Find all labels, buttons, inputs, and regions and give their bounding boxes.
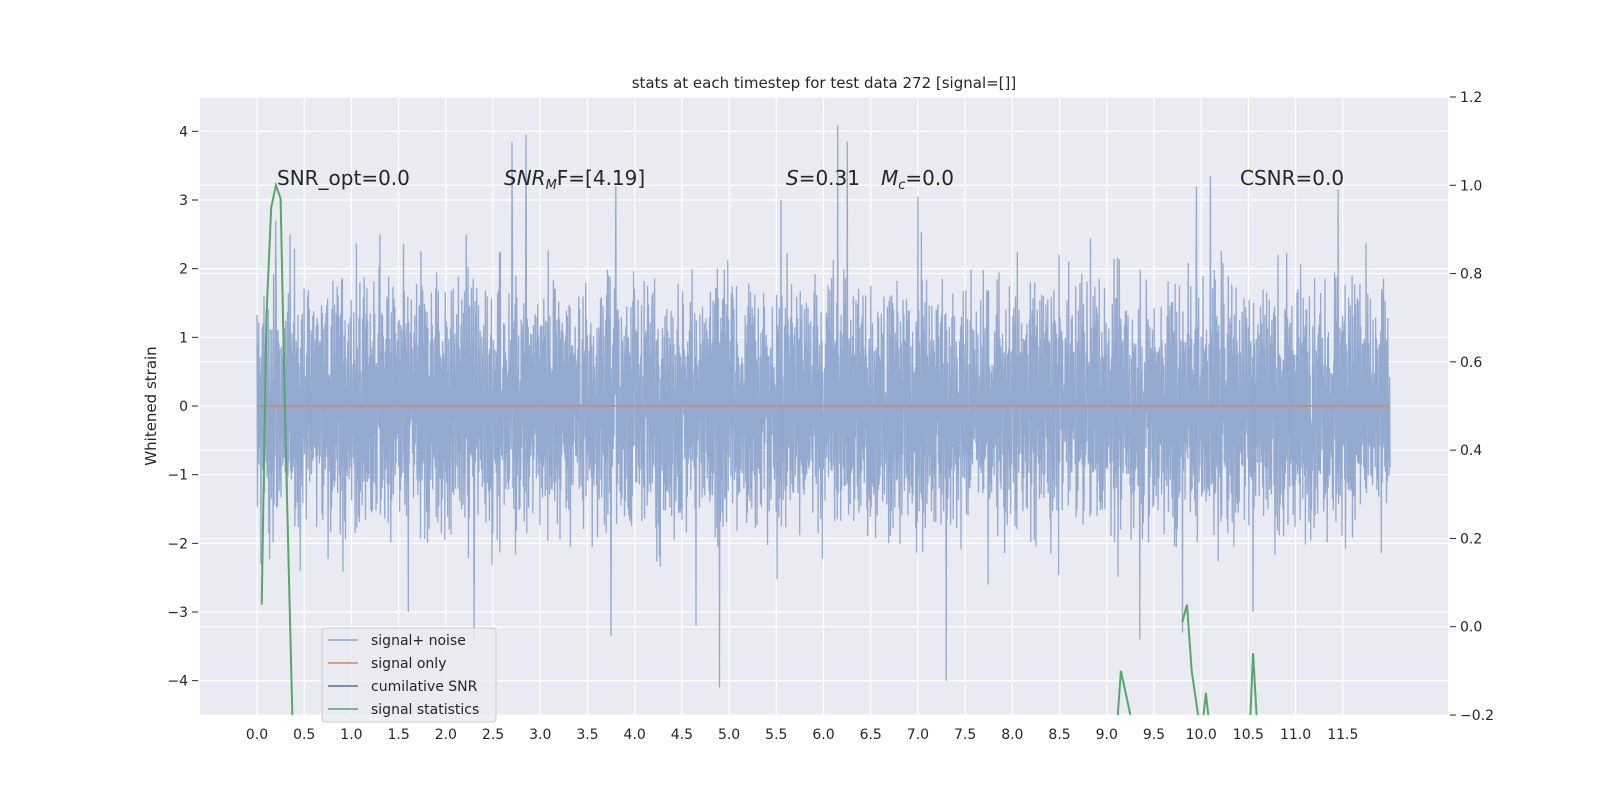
y-axis-label: Whitened strain bbox=[142, 346, 160, 465]
x-tick-label: 3.0 bbox=[529, 727, 551, 743]
x-tick-label: 0.5 bbox=[293, 727, 315, 743]
x-tick-label: 8.0 bbox=[1001, 727, 1023, 743]
y-right-tick-label: 0.8 bbox=[1460, 267, 1482, 283]
y-right-tick-label: 1.0 bbox=[1460, 178, 1482, 194]
series-signal-statistics-segment bbox=[1249, 653, 1258, 715]
x-tick-label: 0.0 bbox=[246, 727, 268, 743]
annotation-snr-mf: SNRMF=[4.19] bbox=[504, 166, 645, 193]
x-axis: 0.0 0.5 1.0 1.5 2.0 2.5 3.0 3.5 4.0 4.5 5.0 5.5 6.0 6… bbox=[246, 727, 1359, 743]
x-tick-label: 2.5 bbox=[482, 727, 504, 743]
legend-label-signal-only: signal only bbox=[371, 656, 446, 672]
x-tick-label: 5.0 bbox=[718, 727, 740, 743]
legend-box bbox=[321, 627, 497, 723]
x-tick-label: 4.0 bbox=[624, 727, 646, 743]
y-left-tick-label: 0 bbox=[179, 399, 188, 415]
y-left-tick-label: 2 bbox=[179, 262, 188, 278]
y-left-tick-label: 3 bbox=[179, 193, 188, 209]
y-left-tick-label: −3 bbox=[167, 605, 188, 621]
y-left-tick-label: 4 bbox=[179, 124, 188, 140]
y-left-tick-label: 1 bbox=[179, 330, 188, 346]
y-axis-right: −0.2 0.0 0.2 0.4 0.6 0.8 1.0 1.2 bbox=[1450, 90, 1494, 724]
y-left-tick-label: −2 bbox=[167, 536, 188, 552]
x-tick-label: 8.5 bbox=[1048, 727, 1070, 743]
legend-label-signal-statistics: signal statistics bbox=[371, 702, 479, 718]
x-tick-label: 2.0 bbox=[435, 727, 457, 743]
y-left-tick-label: −1 bbox=[167, 468, 188, 484]
series-layer bbox=[256, 125, 1391, 715]
x-tick-label: 9.5 bbox=[1143, 727, 1165, 743]
y-right-tick-label: 0.2 bbox=[1460, 531, 1482, 547]
y-right-tick-label: 1.2 bbox=[1460, 90, 1482, 106]
legend-label-signal-noise: signal+ noise bbox=[371, 633, 466, 649]
x-tick-label: 3.5 bbox=[576, 727, 598, 743]
x-tick-label: 11.5 bbox=[1327, 727, 1358, 743]
annotation-mc: Mc=0.0 bbox=[881, 166, 954, 193]
x-tick-label: 4.5 bbox=[671, 727, 693, 743]
y-right-tick-label: 0.6 bbox=[1460, 355, 1482, 371]
x-tick-label: 11.0 bbox=[1280, 727, 1311, 743]
y-right-tick-label: −0.2 bbox=[1460, 708, 1494, 724]
annotation-csnr: CSNR=0.0 bbox=[1240, 166, 1344, 190]
x-tick-label: 1.0 bbox=[340, 727, 362, 743]
x-tick-label: 6.5 bbox=[860, 727, 882, 743]
x-tick-label: 7.5 bbox=[954, 727, 976, 743]
x-tick-label: 9.0 bbox=[1096, 727, 1118, 743]
x-tick-label: 6.0 bbox=[812, 727, 834, 743]
y-right-tick-label: 0.4 bbox=[1460, 443, 1482, 459]
y-right-tick-label: 0.0 bbox=[1460, 620, 1482, 636]
x-tick-label: 1.5 bbox=[387, 727, 409, 743]
annotation-s: S=0.31 bbox=[786, 166, 860, 190]
y-axis-left: −4 −3 −2 −1 0 1 2 3 4 bbox=[167, 124, 198, 690]
annotations: SNR_opt=0.0 SNRMF=[4.19] S=0.31 Mc=0.0 C… bbox=[277, 166, 1344, 193]
series-signal-statistics-segment bbox=[1116, 670, 1132, 715]
x-tick-label: 5.5 bbox=[765, 727, 787, 743]
series-signal-statistics-segment bbox=[1181, 604, 1210, 715]
annotation-snr-opt: SNR_opt=0.0 bbox=[277, 166, 410, 190]
y-left-tick-label: −4 bbox=[167, 674, 188, 690]
x-tick-label: 10.0 bbox=[1186, 727, 1217, 743]
series-signal-noise bbox=[256, 125, 1391, 688]
series-signal-statistics-segment bbox=[260, 181, 294, 715]
legend: signal+ noise signal only cumilative SNR… bbox=[321, 627, 497, 723]
x-tick-label: 10.5 bbox=[1233, 727, 1264, 743]
chart-title: stats at each timestep for test data 272… bbox=[632, 74, 1017, 92]
legend-label-cumulative-snr: cumilative SNR bbox=[371, 679, 478, 695]
x-tick-label: 7.0 bbox=[907, 727, 929, 743]
